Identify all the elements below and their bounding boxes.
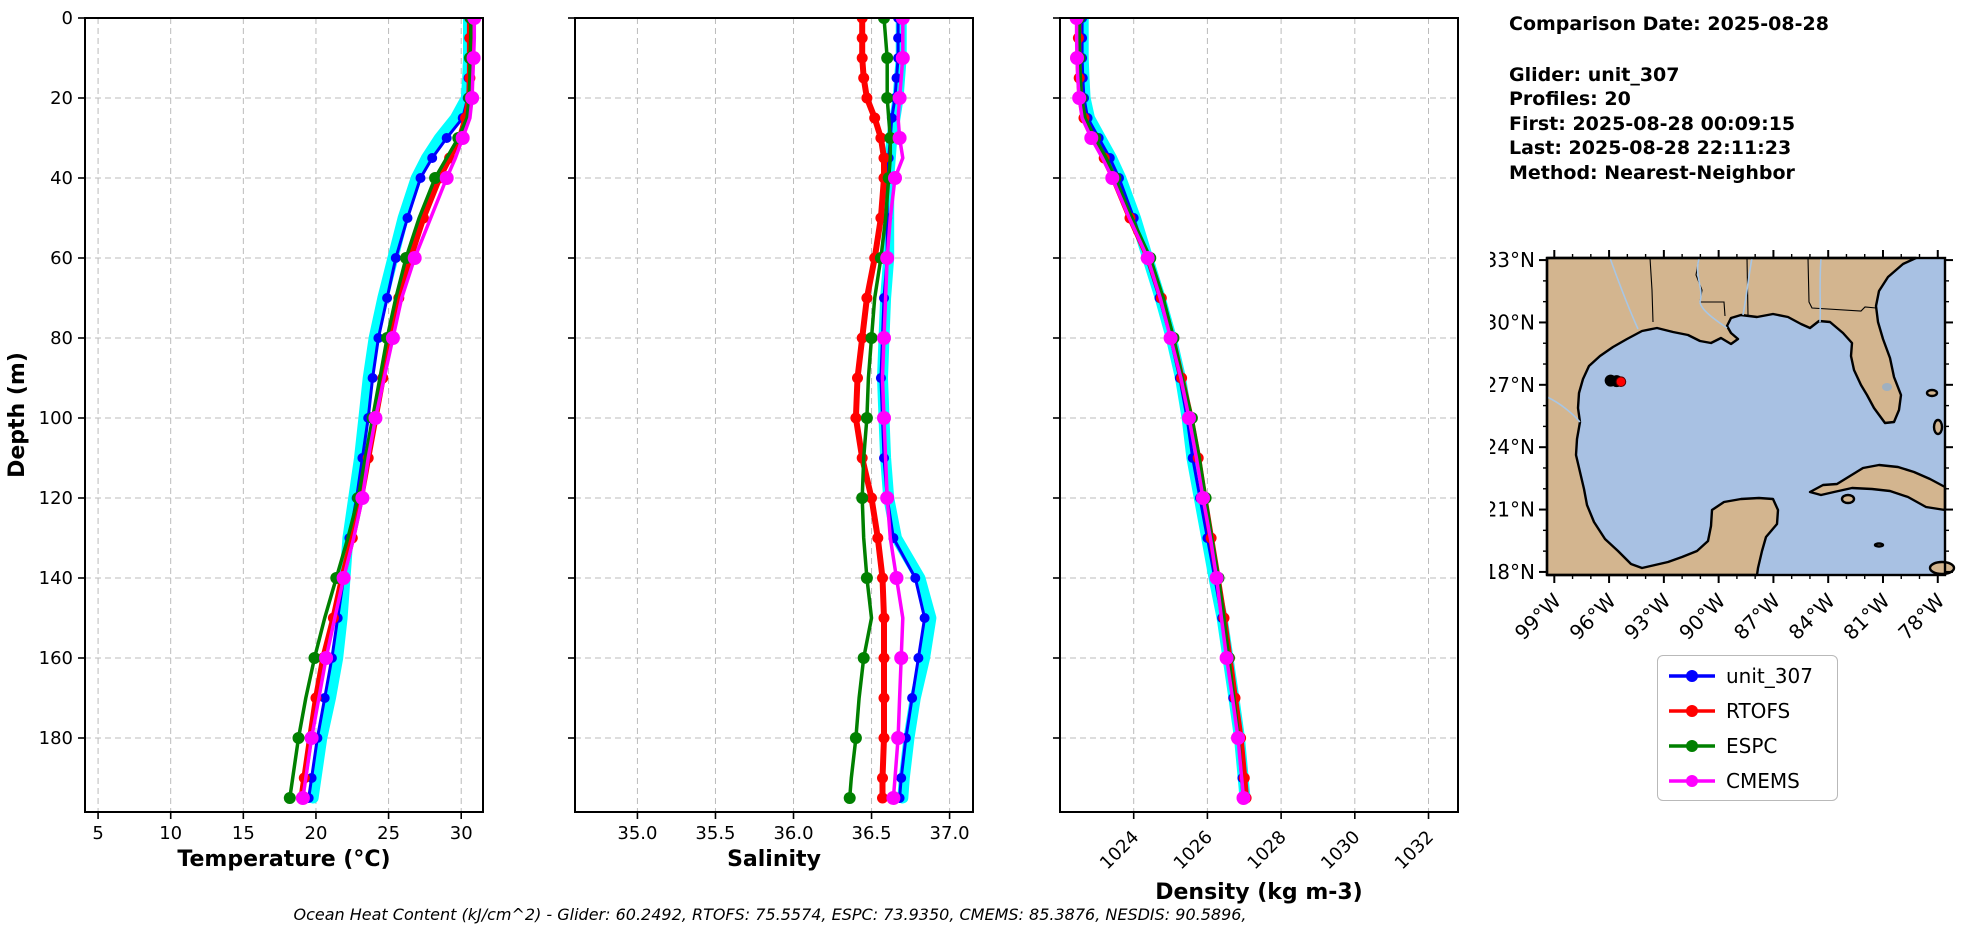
temperature-profile-xlabel: Temperature (°C) bbox=[177, 847, 390, 872]
profiles-count: Profiles: 20 bbox=[1509, 88, 1631, 110]
svg-text:15: 15 bbox=[232, 823, 255, 844]
legend-label: RTOFS bbox=[1726, 698, 1791, 723]
legend-entry-ESPC: ESPC bbox=[1658, 734, 1837, 758]
legend: unit_307 RTOFS ESPC CMEMS bbox=[1657, 655, 1838, 801]
svg-text:25: 25 bbox=[377, 823, 400, 844]
salinity-profile-xlabel: Salinity bbox=[727, 847, 821, 872]
legend-entry-CMEMS: CMEMS bbox=[1658, 769, 1837, 793]
svg-text:1030: 1030 bbox=[1317, 827, 1364, 874]
svg-text:35.0: 35.0 bbox=[617, 823, 657, 844]
series-CMEMS bbox=[877, 18, 910, 805]
legend-entry-RTOFS: RTOFS bbox=[1658, 699, 1837, 723]
svg-text:120: 120 bbox=[39, 488, 73, 509]
svg-text:35.5: 35.5 bbox=[695, 823, 735, 844]
legend-label: unit_307 bbox=[1726, 663, 1813, 688]
glider-name: Glider: unit_307 bbox=[1509, 63, 1680, 86]
svg-text:1032: 1032 bbox=[1391, 827, 1438, 874]
svg-text:60: 60 bbox=[50, 248, 73, 269]
density-profile-xlabel: Density (kg m-3) bbox=[1155, 880, 1363, 905]
series-glider-raw-spread bbox=[1077, 18, 1251, 804]
svg-text:36.0: 36.0 bbox=[773, 823, 813, 844]
lon-tick-label: 78°W bbox=[1893, 588, 1949, 644]
lat-tick-label: 33°N bbox=[1490, 248, 1535, 272]
svg-text:36.5: 36.5 bbox=[852, 823, 892, 844]
lon-tick-label: 96°W bbox=[1565, 588, 1621, 644]
svg-text:180: 180 bbox=[39, 728, 73, 749]
depth-axis-label: Depth (m) bbox=[5, 352, 30, 478]
last-profile-time: Last: 2025-08-28 22:11:23 bbox=[1509, 137, 1792, 159]
svg-text:140: 140 bbox=[39, 568, 73, 589]
svg-text:100: 100 bbox=[39, 408, 73, 429]
svg-text:5: 5 bbox=[92, 823, 103, 844]
svg-text:37.0: 37.0 bbox=[930, 823, 970, 844]
legend-entry-unit_307: unit_307 bbox=[1658, 664, 1837, 688]
density-profile-plot: 1024 1026 1028 1030 1032 Density (kg m-3) bbox=[1053, 17, 1459, 905]
series-CMEMS bbox=[295, 18, 482, 805]
first-profile-time: First: 2025-08-28 00:09:15 bbox=[1509, 112, 1796, 135]
lat-tick-label: 21°N bbox=[1490, 498, 1535, 522]
svg-text:1026: 1026 bbox=[1170, 827, 1217, 874]
series-CMEMS bbox=[1069, 18, 1251, 805]
salinity-profile-plot: 35.0 35.5 36.0 36.5 37.0 Salinity bbox=[568, 17, 974, 872]
legend-label: ESPC bbox=[1726, 733, 1778, 758]
svg-text:160: 160 bbox=[39, 648, 73, 669]
lon-tick-label: 87°W bbox=[1729, 588, 1785, 644]
svg-text:0: 0 bbox=[62, 8, 73, 29]
svg-text:20: 20 bbox=[305, 823, 328, 844]
lon-tick-label: 99°W bbox=[1510, 588, 1566, 644]
info-panel: Comparison Date: 2025-08-28 Glider: unit… bbox=[1509, 12, 1979, 185]
model-point-marker bbox=[1615, 376, 1627, 388]
comparison-date: Comparison Date: 2025-08-28 bbox=[1509, 13, 1829, 35]
profile-plots: 5 10 15 20 25 30 0 20 40 60 80 100 120 140 160 180 Tempe… bbox=[5, 8, 1459, 905]
lat-tick-label: 30°N bbox=[1490, 310, 1535, 334]
svg-text:1024: 1024 bbox=[1096, 827, 1143, 874]
lake-okeechobee bbox=[1882, 383, 1892, 391]
lat-tick-label: 27°N bbox=[1490, 373, 1535, 397]
lon-tick-label: 90°W bbox=[1674, 588, 1730, 644]
svg-text:80: 80 bbox=[50, 328, 73, 349]
ohc-annotation: Ocean Heat Content (kJ/cm^2) - Glider: 6… bbox=[293, 905, 1247, 924]
svg-text:30: 30 bbox=[450, 823, 473, 844]
map-rivers bbox=[1546, 257, 1822, 423]
legend-label: CMEMS bbox=[1726, 768, 1800, 793]
map-frame bbox=[1545, 256, 1947, 577]
svg-text:40: 40 bbox=[50, 168, 73, 189]
svg-text:20: 20 bbox=[50, 88, 73, 109]
lat-tick-label: 24°N bbox=[1490, 435, 1535, 459]
svg-text:1028: 1028 bbox=[1243, 827, 1290, 874]
legend-line-sample bbox=[1669, 774, 1715, 787]
lat-tick-label: 18°N bbox=[1490, 560, 1535, 584]
legend-line-sample bbox=[1669, 739, 1715, 752]
lon-tick-label: 93°W bbox=[1619, 588, 1675, 644]
lon-tick-label: 84°W bbox=[1784, 588, 1840, 644]
series-ESPC bbox=[843, 18, 897, 804]
temperature-profile-plot: 5 10 15 20 25 30 0 20 40 60 80 100 120 140 160 180 Tempe… bbox=[39, 8, 484, 872]
lon-tick-label: 81°W bbox=[1838, 588, 1894, 644]
legend-line-sample bbox=[1669, 704, 1715, 717]
svg-text:10: 10 bbox=[159, 823, 182, 844]
method: Method: Nearest-Neighbor bbox=[1509, 161, 1795, 184]
legend-line-sample bbox=[1669, 669, 1715, 682]
gulf-map: 33°N 30°N 27°N 24°N 21°N 18°N 99°W96°W93°W90°W… bbox=[1490, 248, 1956, 645]
